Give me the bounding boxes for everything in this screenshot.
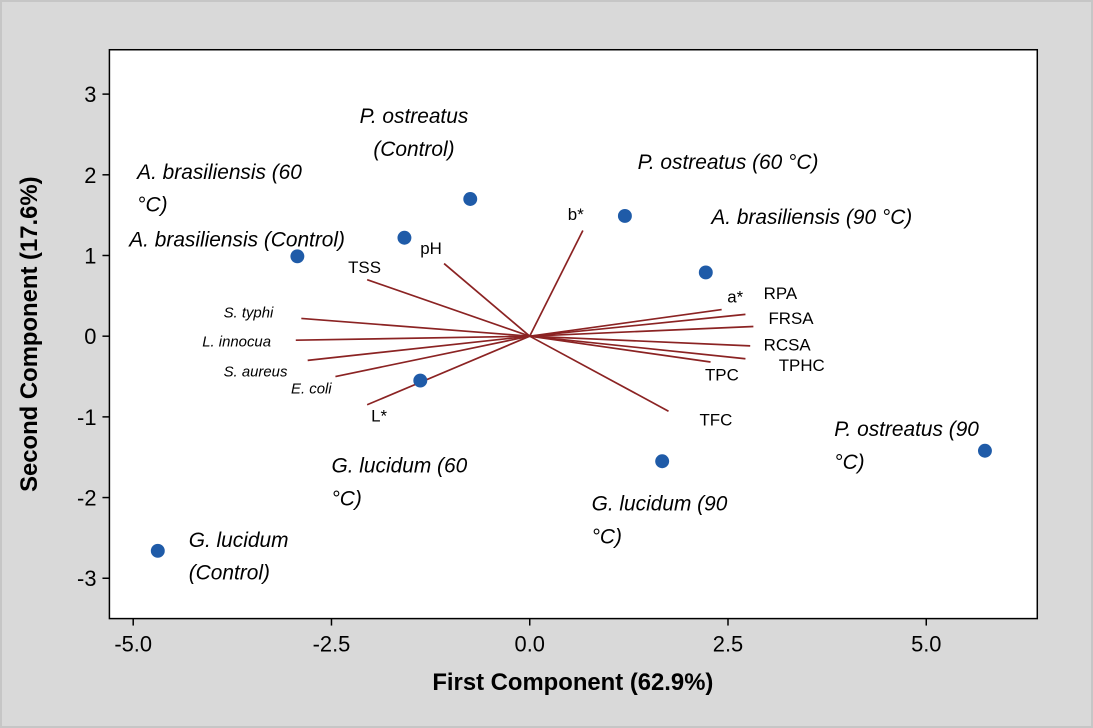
loading-label: S. aureus xyxy=(224,365,288,381)
loading-label: TFC xyxy=(699,411,732,430)
loading-vector xyxy=(335,335,530,378)
loading-vector xyxy=(529,313,746,338)
score-label: G. lucidum (Control) xyxy=(189,529,289,585)
loading-label: E. coli xyxy=(291,381,332,397)
loading-label: TPHC xyxy=(779,356,825,375)
score-point xyxy=(290,249,305,264)
loading-label: TSS xyxy=(348,258,381,277)
score-label: A. brasiliensis (90 °C) xyxy=(709,206,912,229)
loading-label: RCSA xyxy=(764,336,812,355)
loading-vector xyxy=(307,335,530,362)
loading-vector xyxy=(529,325,754,338)
score-point xyxy=(617,208,632,223)
score-point xyxy=(150,543,165,558)
loading-label: RPA xyxy=(764,284,798,303)
loading-vector xyxy=(529,335,746,360)
y-tick-label: 2 xyxy=(84,163,96,188)
loading-vector xyxy=(529,308,722,338)
loading-label: a* xyxy=(727,287,743,306)
x-tick-label: 2.5 xyxy=(713,631,743,656)
score-point xyxy=(397,230,412,245)
score-label: A. brasiliensis (60 °C) xyxy=(135,161,302,217)
score-label: P. ostreatus (Control) xyxy=(360,105,469,161)
score-point xyxy=(698,265,713,280)
y-tick-label: 0 xyxy=(84,324,96,349)
loading-vector xyxy=(295,335,530,342)
loading-vector xyxy=(366,335,531,406)
y-axis-label: Second Component (17.6%) xyxy=(16,176,43,492)
loading-vector xyxy=(443,262,531,337)
loading-label: FRSA xyxy=(768,309,814,328)
loading-vector xyxy=(301,317,530,338)
loading-label: b* xyxy=(568,205,584,224)
y-tick-label: -1 xyxy=(77,405,96,430)
score-point xyxy=(463,192,478,206)
loading-vector xyxy=(529,335,711,363)
score-point xyxy=(977,443,992,458)
score-label: P. ostreatus (90 °C) xyxy=(834,418,979,474)
loading-vector xyxy=(528,230,584,337)
score-point xyxy=(413,373,428,388)
loading-vector xyxy=(366,278,531,337)
y-tick-label: 1 xyxy=(84,243,96,268)
y-tick-label: -3 xyxy=(77,566,96,591)
x-tick-label: 0.0 xyxy=(515,631,545,656)
loading-label: L* xyxy=(371,407,387,426)
y-tick-label: 3 xyxy=(84,82,96,107)
score-label: A. brasiliensis (Control) xyxy=(127,229,345,252)
loading-vector xyxy=(529,335,669,412)
loading-label: L. innocua xyxy=(202,335,271,351)
loading-label: TPC xyxy=(705,366,739,385)
x-tick-label: -2.5 xyxy=(313,631,351,656)
x-tick-label: -5.0 xyxy=(114,631,152,656)
x-tick-label: 5.0 xyxy=(911,631,941,656)
loading-vector xyxy=(529,335,751,347)
score-point xyxy=(655,454,670,469)
y-tick-label: -2 xyxy=(77,486,96,511)
score-label: G. lucidum (60 °C) xyxy=(331,455,467,511)
loading-label: S. typhi xyxy=(224,306,274,322)
score-label: P. ostreatus (60 °C) xyxy=(638,151,819,174)
loading-label: pH xyxy=(420,239,442,258)
chart-layers: -5.0 -2.5 0.0 2.5 5.0 -3 -2 -1 0 1 2 3 b* pH TSS S. typ… xyxy=(77,48,1039,656)
x-axis-label: First Component (62.9%) xyxy=(432,669,713,696)
score-label: G. lucidum (90 °C) xyxy=(592,492,728,548)
